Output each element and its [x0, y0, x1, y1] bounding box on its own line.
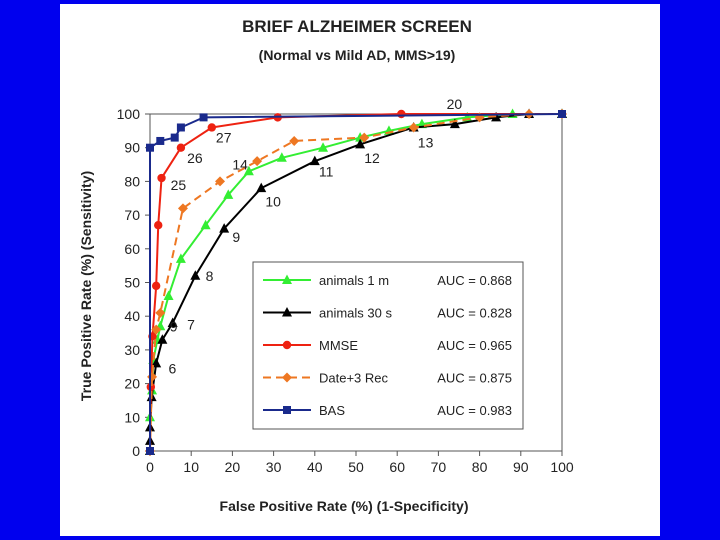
x-tick-label: 80: [472, 459, 488, 475]
data-point: [309, 155, 320, 166]
y-tick-label: 90: [124, 140, 140, 156]
legend-auc: AUC = 0.875: [437, 371, 512, 386]
legend-swatch-marker: [282, 274, 292, 284]
chart-subtitle: (Normal vs Mild AD, MMS>19): [259, 47, 456, 63]
data-point: [151, 324, 162, 335]
legend-swatch-marker: [283, 406, 291, 414]
legend-auc: AUC = 0.828: [437, 306, 512, 321]
legend-label: Date+3 Rec: [319, 371, 389, 386]
y-tick-label: 20: [124, 376, 140, 392]
y-tick-label: 0: [132, 443, 140, 459]
data-point: [223, 189, 234, 199]
data-point: [408, 122, 419, 133]
legend-auc: AUC = 0.965: [437, 338, 512, 353]
slide-area: BRIEF ALZHEIMER SCREEN (Normal vs Mild A…: [60, 4, 660, 536]
data-point: [289, 135, 300, 146]
data-point: [199, 113, 208, 122]
legend-auc: AUC = 0.868: [437, 273, 512, 288]
threshold-label: 10: [265, 194, 281, 210]
data-point: [359, 132, 370, 143]
data-point: [155, 307, 166, 318]
roc-chart: BRIEF ALZHEIMER SCREEN (Normal vs Mild A…: [78, 17, 574, 514]
y-tick-label: 30: [124, 342, 140, 358]
y-tick-label: 80: [124, 173, 140, 189]
data-point: [146, 143, 154, 152]
legend-swatch-marker: [282, 340, 292, 350]
data-point: [449, 118, 460, 129]
data-point: [355, 138, 366, 149]
y-tick-label: 50: [124, 275, 140, 291]
threshold-label: 26: [187, 150, 203, 166]
legend-swatch-marker: [282, 372, 292, 383]
data-point: [558, 110, 566, 118]
x-tick-label: 0: [146, 459, 154, 475]
data-point: [177, 203, 188, 214]
data-point: [256, 182, 267, 193]
data-point: [215, 176, 226, 187]
y-tick-label: 70: [124, 207, 140, 223]
x-tick-label: 30: [266, 459, 282, 475]
threshold-label: 7: [187, 317, 195, 333]
data-point: [156, 136, 165, 145]
x-tick-label: 60: [389, 459, 405, 475]
chart-title: BRIEF ALZHEIMER SCREEN: [242, 17, 472, 36]
threshold-label: 9: [232, 229, 240, 245]
x-tick-label: 10: [183, 459, 199, 475]
legend-label: MMSE: [319, 338, 358, 353]
data-point: [163, 290, 174, 300]
y-tick-label: 100: [117, 106, 141, 122]
legend-label: animals 30 s: [319, 306, 392, 321]
x-axis-label: False Positive Rate (%) (1-Specificity): [220, 498, 469, 514]
data-point: [157, 334, 168, 344]
data-point: [157, 173, 166, 183]
data-point: [207, 123, 216, 132]
data-point: [170, 133, 179, 142]
y-tick-label: 60: [124, 241, 140, 257]
threshold-label: 13: [418, 135, 434, 151]
threshold-label: 9: [170, 318, 178, 334]
threshold-label: 12: [364, 150, 380, 166]
data-point: [151, 281, 161, 291]
data-point: [176, 123, 185, 132]
threshold-label: 8: [206, 268, 214, 284]
threshold-label: 20: [447, 96, 463, 112]
data-point: [219, 223, 230, 233]
legend-swatch-marker: [282, 307, 292, 317]
x-tick-label: 40: [307, 459, 323, 475]
y-tick-label: 10: [124, 409, 140, 425]
legend: animals 1 m AUC = 0.868 animals 30 s AUC = …: [252, 261, 524, 430]
data-point: [276, 152, 287, 162]
x-tick-label: 20: [225, 459, 241, 475]
series-layer: [145, 108, 567, 456]
threshold-label: 25: [171, 177, 187, 193]
threshold-label: 14: [232, 157, 248, 173]
legend-label: animals 1 m: [319, 273, 389, 288]
y-tick-label: 40: [124, 308, 140, 324]
data-point: [176, 143, 186, 152]
data-point: [243, 165, 254, 176]
x-tick-label: 100: [550, 459, 574, 475]
threshold-label: 11: [319, 163, 334, 179]
axes: 0 10 20 30 40 50 60 70 80 90 100 0 10 20 30 40 50 60 70 80 9…: [117, 106, 574, 475]
x-tick-label: 90: [513, 459, 529, 475]
data-point: [146, 447, 154, 455]
x-tick-label: 70: [431, 459, 447, 475]
threshold-label: 6: [169, 360, 177, 376]
threshold-label: 27: [216, 130, 232, 146]
data-point: [151, 357, 162, 368]
data-point: [200, 219, 211, 230]
data-point: [175, 253, 186, 263]
data-point: [252, 156, 263, 167]
data-point: [154, 221, 163, 230]
data-point: [190, 270, 201, 280]
legend-label: BAS: [319, 403, 345, 418]
data-point: [318, 142, 329, 152]
data-point: [397, 109, 406, 119]
series-bas: [146, 110, 566, 455]
legend-auc: AUC = 0.983: [437, 403, 512, 418]
y-axis-label: True Positive Rate (%) (Sensitivity): [78, 171, 94, 401]
data-point: [167, 317, 178, 327]
x-tick-label: 50: [348, 459, 364, 475]
